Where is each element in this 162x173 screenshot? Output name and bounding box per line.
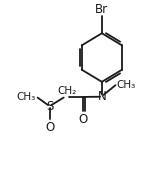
Text: CH₃: CH₃ (16, 92, 35, 102)
Text: CH₂: CH₂ (57, 86, 76, 96)
Text: Br: Br (95, 3, 108, 16)
Text: O: O (45, 121, 54, 134)
Text: O: O (79, 113, 88, 126)
Text: S: S (46, 100, 53, 113)
Text: N: N (98, 90, 106, 103)
Text: CH₃: CH₃ (116, 80, 135, 90)
